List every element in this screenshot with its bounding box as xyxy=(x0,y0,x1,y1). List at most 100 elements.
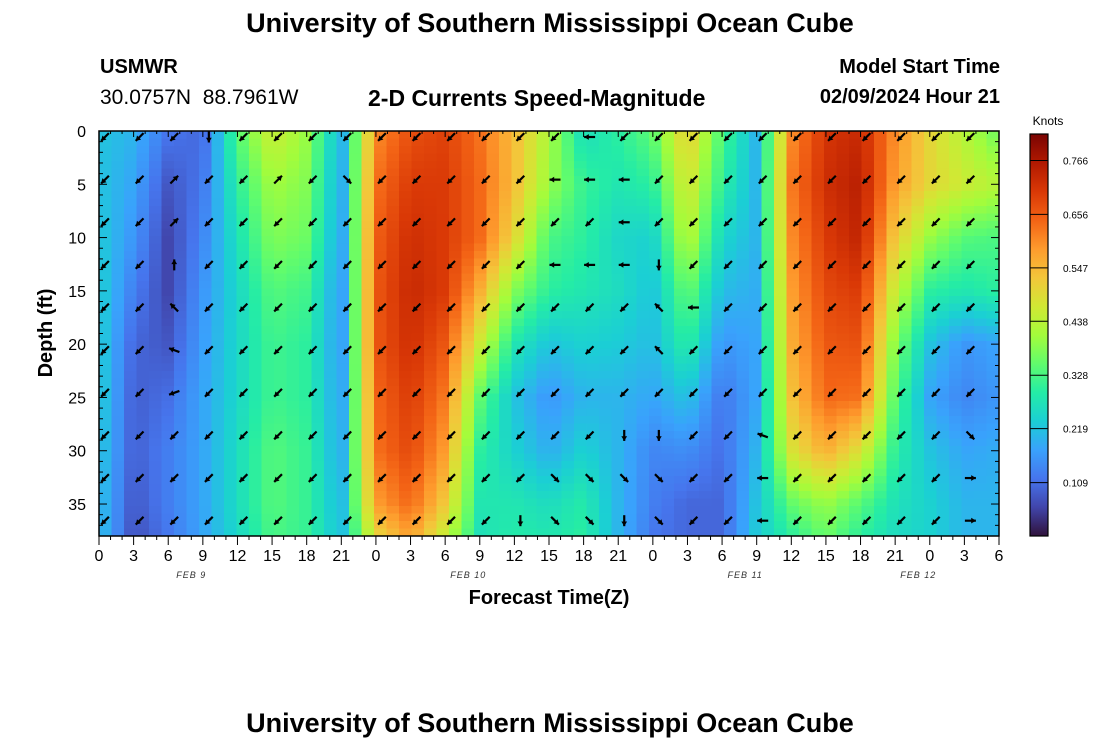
heatmap-cell xyxy=(712,304,725,312)
heatmap-cell xyxy=(812,221,825,229)
heatmap-cell xyxy=(187,274,200,282)
heatmap-cell xyxy=(774,229,787,237)
heatmap-cell xyxy=(337,446,350,454)
heatmap-cell xyxy=(324,206,337,214)
heatmap-cell xyxy=(912,169,925,177)
heatmap-cell xyxy=(424,229,437,237)
heatmap-cell xyxy=(774,169,787,177)
heatmap-cell xyxy=(237,319,250,327)
heatmap-cell xyxy=(312,439,325,447)
heatmap-cell xyxy=(524,476,537,484)
heatmap-cell xyxy=(187,154,200,162)
heatmap-cell xyxy=(662,454,675,462)
heatmap-cell xyxy=(724,184,737,192)
heatmap-cell xyxy=(587,319,600,327)
heatmap-cell xyxy=(587,416,600,424)
heatmap-cell xyxy=(162,356,175,364)
heatmap-cell xyxy=(937,244,950,252)
heatmap-cell xyxy=(937,371,950,379)
heatmap-cell xyxy=(924,236,937,244)
heatmap-cell xyxy=(124,401,137,409)
heatmap-cell xyxy=(912,199,925,207)
heatmap-cell xyxy=(449,289,462,297)
heatmap-cell xyxy=(99,161,112,169)
heatmap-cell xyxy=(562,161,575,169)
heatmap-cell xyxy=(424,266,437,274)
heatmap-cell xyxy=(837,364,850,372)
heatmap-cell xyxy=(212,266,225,274)
heatmap-cell xyxy=(362,491,375,499)
heatmap-cell xyxy=(649,416,662,424)
x-tick-label: 6 xyxy=(718,548,727,565)
heatmap-cell xyxy=(387,169,400,177)
heatmap-cell xyxy=(212,304,225,312)
heatmap-cell xyxy=(399,371,412,379)
heatmap-cell xyxy=(849,364,862,372)
heatmap-cell xyxy=(612,514,625,522)
heatmap-cell xyxy=(499,379,512,387)
heatmap-cell xyxy=(287,334,300,342)
heatmap-cell xyxy=(162,266,175,274)
heatmap-cell xyxy=(562,446,575,454)
heatmap-cell xyxy=(287,454,300,462)
heatmap-cell xyxy=(462,379,475,387)
heatmap-cell xyxy=(399,326,412,334)
heatmap-cell xyxy=(387,356,400,364)
heatmap-cell xyxy=(674,319,687,327)
heatmap-cell xyxy=(324,409,337,417)
heatmap-cell xyxy=(937,221,950,229)
heatmap-cell xyxy=(637,356,650,364)
heatmap-cell xyxy=(624,169,637,177)
heatmap-cell xyxy=(212,341,225,349)
heatmap-cell xyxy=(337,311,350,319)
heatmap-cell xyxy=(324,259,337,267)
heatmap-cell xyxy=(974,416,987,424)
heatmap-cell xyxy=(587,364,600,372)
heatmap-cell xyxy=(362,266,375,274)
heatmap-cell xyxy=(562,236,575,244)
heatmap-cell xyxy=(262,521,275,529)
heatmap-cell xyxy=(649,326,662,334)
heatmap-cell xyxy=(524,161,537,169)
heatmap-cell xyxy=(449,274,462,282)
heatmap-cell xyxy=(612,229,625,237)
heatmap-cell xyxy=(287,176,300,184)
heatmap-cell xyxy=(874,379,887,387)
heatmap-cell xyxy=(499,521,512,529)
heatmap-cell xyxy=(724,236,737,244)
heatmap-cell xyxy=(749,251,762,259)
heatmap-cell xyxy=(487,379,500,387)
heatmap-cell xyxy=(624,184,637,192)
heatmap-cell xyxy=(137,289,150,297)
heatmap-cell xyxy=(462,146,475,154)
heatmap-cell xyxy=(787,506,800,514)
heatmap-cell xyxy=(587,371,600,379)
heatmap-cell xyxy=(587,334,600,342)
heatmap-cell xyxy=(99,409,112,417)
heatmap-cell xyxy=(124,356,137,364)
heatmap-cell xyxy=(549,506,562,514)
heatmap-cell xyxy=(412,161,425,169)
heatmap-cell xyxy=(887,371,900,379)
heatmap-cell xyxy=(274,169,287,177)
heatmap-cell xyxy=(537,379,550,387)
heatmap-cell xyxy=(737,469,750,477)
heatmap-cell xyxy=(112,386,125,394)
heatmap-cell xyxy=(137,379,150,387)
heatmap-cell xyxy=(199,169,212,177)
heatmap-cell xyxy=(537,311,550,319)
heatmap-cell xyxy=(562,416,575,424)
speed-heatmap xyxy=(99,131,1000,537)
heatmap-cell xyxy=(124,221,137,229)
heatmap-cell xyxy=(349,484,362,492)
heatmap-cell xyxy=(687,506,700,514)
heatmap-cell xyxy=(537,296,550,304)
heatmap-cell xyxy=(149,311,162,319)
heatmap-cell xyxy=(649,199,662,207)
heatmap-cell xyxy=(724,311,737,319)
heatmap-cell xyxy=(824,506,837,514)
heatmap-cell xyxy=(249,341,262,349)
heatmap-cell xyxy=(674,409,687,417)
heatmap-cell xyxy=(599,131,612,139)
heatmap-cell xyxy=(587,169,600,177)
